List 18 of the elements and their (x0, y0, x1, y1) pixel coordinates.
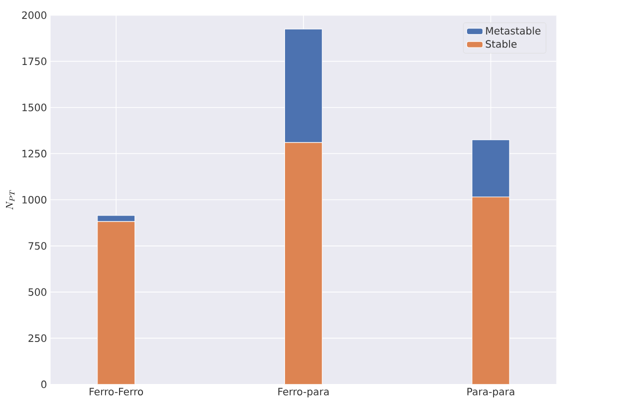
y-tick-label: 750 (28, 242, 46, 250)
x-tick-label: Ferro-para (278, 388, 329, 398)
legend-label: Metastable (486, 26, 540, 35)
bar (284, 142, 322, 385)
y-tick-label: 1250 (22, 150, 46, 158)
y-tick-label: 2000 (22, 12, 46, 20)
bar (472, 196, 510, 385)
legend-label: Stable (486, 40, 517, 48)
x-tick-label: Para-para (467, 388, 514, 398)
y-axis-title: $N_{PT}$ (6, 190, 14, 210)
y-tick-label: 0 (41, 380, 46, 388)
y-tick-label: 1750 (22, 58, 46, 66)
y-tick-label: 500 (28, 288, 46, 296)
bar (97, 221, 136, 385)
y-tick-label: 1500 (22, 104, 46, 112)
y-tick-label: 250 (28, 334, 46, 342)
y-tick-label: 1000 (22, 196, 46, 204)
x-tick-label: Ferro-Ferro (90, 388, 143, 396)
